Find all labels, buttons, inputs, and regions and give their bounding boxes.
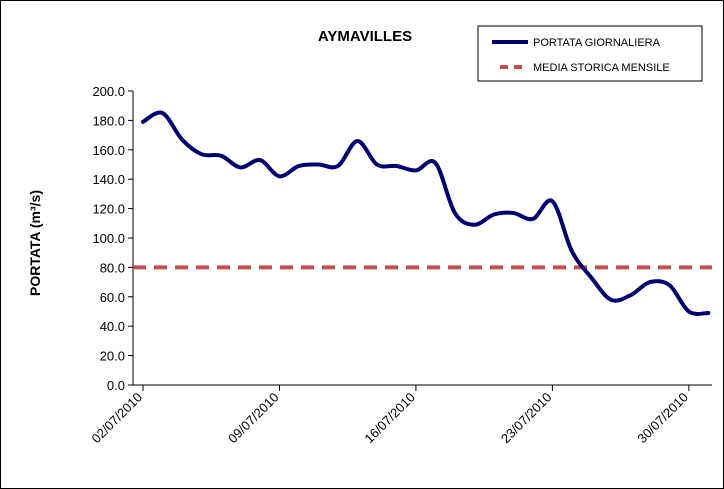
data-point xyxy=(277,174,281,178)
y-tick-label: 160.0 xyxy=(92,143,125,158)
y-tick-label: 100.0 xyxy=(92,231,125,246)
data-point xyxy=(550,199,554,203)
plot-area: 0.0 20.0 40.0 60.0 80.0 100.0 120.0 140.0 160.0 1… xyxy=(88,84,712,446)
data-point xyxy=(628,293,632,297)
data-point xyxy=(141,120,145,124)
x-tick-label: 23/07/2010 xyxy=(498,390,555,447)
x-tick-label: 30/07/2010 xyxy=(634,390,691,447)
y-tick-label: 180.0 xyxy=(92,113,125,128)
legend: PORTATA GIORNALIERA MEDIA STORICA MENSIL… xyxy=(477,25,703,82)
data-point xyxy=(394,164,398,168)
y-tick-label: 40.0 xyxy=(100,319,125,334)
data-point xyxy=(492,212,496,216)
x-tick-label: 02/07/2010 xyxy=(88,390,145,447)
data-point xyxy=(648,280,652,284)
data-point xyxy=(336,164,340,168)
y-tick-label: 200.0 xyxy=(92,84,125,99)
data-point xyxy=(219,154,223,158)
y-tick-label: 0.0 xyxy=(107,378,125,393)
data-point xyxy=(531,217,535,221)
legend-label-portata-giornaliera: PORTATA GIORNALIERA xyxy=(533,37,661,49)
legend-label-media-storica-mensile: MEDIA STORICA MENSILE xyxy=(533,62,670,74)
y-tick-label: 80.0 xyxy=(100,260,125,275)
x-tick-label: 16/07/2010 xyxy=(361,390,418,447)
data-point xyxy=(687,310,691,313)
data-point xyxy=(316,163,320,166)
data-point xyxy=(180,138,184,142)
data-point xyxy=(511,211,515,215)
chart-title: AYMAVILLES xyxy=(318,28,412,45)
y-tick-label: 120.0 xyxy=(92,202,125,217)
data-point xyxy=(609,298,613,302)
y-tick-label: 60.0 xyxy=(100,290,125,305)
legend-box xyxy=(477,25,703,82)
data-point xyxy=(570,249,574,253)
data-point xyxy=(472,223,476,227)
y-tick-label: 20.0 xyxy=(100,349,125,364)
series-line-portata-giornaliera xyxy=(141,110,711,316)
data-point xyxy=(238,165,242,169)
data-point xyxy=(453,211,457,215)
data-point xyxy=(375,163,379,166)
y-axis-label: PORTATA (m³/s) xyxy=(27,190,43,296)
data-point xyxy=(258,158,262,162)
data-point xyxy=(297,164,301,168)
data-point xyxy=(199,152,203,156)
x-tick-label: 09/07/2010 xyxy=(225,390,282,447)
data-point xyxy=(667,283,671,287)
data-point xyxy=(706,311,710,315)
data-point xyxy=(160,111,164,115)
data-point xyxy=(433,161,437,165)
data-point xyxy=(355,139,359,143)
data-point xyxy=(414,168,418,172)
y-tick-label: 140.0 xyxy=(92,172,125,187)
data-point xyxy=(589,276,593,280)
